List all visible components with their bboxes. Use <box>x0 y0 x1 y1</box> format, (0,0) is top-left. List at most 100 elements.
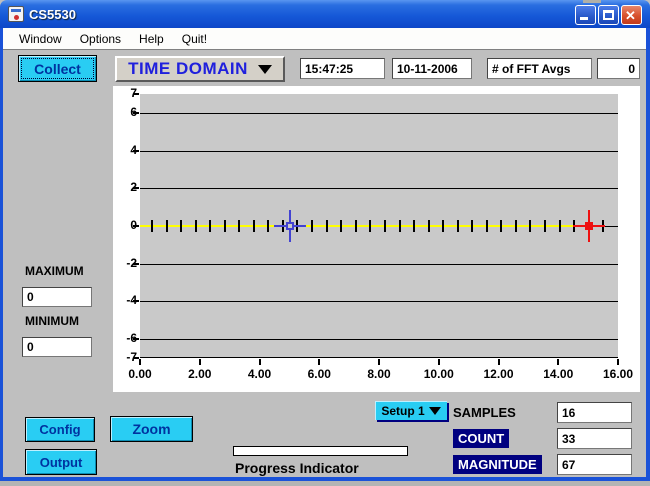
data-point-tick <box>311 220 314 232</box>
y-axis-tick-label: -4 <box>126 293 137 308</box>
y-axis-tick-label: -7 <box>126 350 137 364</box>
data-point-tick <box>150 220 153 232</box>
y-axis-tick <box>133 111 139 114</box>
x-axis-tick <box>318 359 321 365</box>
data-point-tick <box>165 220 168 232</box>
data-point-tick <box>223 220 226 232</box>
y-axis-tick-label: 4 <box>130 142 137 157</box>
x-axis-tick <box>437 359 440 365</box>
setup-selector-dropdown[interactable]: Setup 1 <box>375 401 447 420</box>
data-point-tick <box>383 220 386 232</box>
data-point-tick <box>252 220 255 232</box>
maximum-label: MAXIMUM <box>25 264 84 278</box>
setup-selector-label: Setup 1 <box>381 403 425 418</box>
chevron-down-icon <box>257 64 272 74</box>
x-axis-tick <box>378 359 380 365</box>
x-axis-tick-label: 14.00 <box>543 367 574 381</box>
cursor-1-marker[interactable] <box>285 222 294 230</box>
zoom-button[interactable]: Zoom <box>110 416 193 442</box>
signal-trace <box>140 225 590 227</box>
collect-button[interactable]: Collect <box>18 55 97 82</box>
menu-item-quit[interactable]: Quit! <box>181 31 208 46</box>
maximum-value: 0 <box>22 287 92 307</box>
x-axis-tick-label: 0.00 <box>128 367 152 381</box>
x-axis-tick <box>497 359 500 365</box>
progress-indicator-bar <box>233 446 408 456</box>
data-point-tick <box>209 220 212 232</box>
data-point-tick <box>442 220 445 232</box>
x-axis-tick-label: 2.00 <box>188 367 212 381</box>
y-axis-tick <box>133 93 139 95</box>
fft-avgs-label: # of FFT Avgs <box>487 58 592 79</box>
window-border-left <box>0 28 3 477</box>
window-border-bottom <box>0 477 650 481</box>
data-point-tick <box>427 220 430 232</box>
y-axis-tick <box>133 149 139 152</box>
fft-avgs-input[interactable]: 0 <box>597 58 640 79</box>
maximize-button[interactable] <box>598 5 619 25</box>
x-axis-tick <box>198 359 201 365</box>
magnitude-label: MAGNITUDE <box>453 455 542 474</box>
x-axis-tick-label: 6.00 <box>307 367 331 381</box>
x-axis-tick-label: 10.00 <box>423 367 454 381</box>
x-axis-tick-label: 4.00 <box>247 367 272 381</box>
menu-item-options[interactable]: Options <box>79 31 122 46</box>
gridline <box>140 150 618 152</box>
menu-item-help[interactable]: Help <box>139 31 164 46</box>
menu-item-window[interactable]: Window <box>19 31 62 46</box>
gridline <box>140 188 618 190</box>
gridline <box>140 112 618 114</box>
data-point-tick <box>194 220 197 232</box>
data-point-tick <box>179 220 182 232</box>
data-point-tick <box>471 220 474 232</box>
y-axis-tick-label: 2 <box>130 180 137 195</box>
y-axis-tick <box>133 300 139 303</box>
app-icon <box>8 6 24 22</box>
data-point-tick <box>238 220 241 232</box>
count-value: 33 <box>557 428 632 449</box>
minimum-value: 0 <box>22 337 92 357</box>
minimize-button[interactable] <box>575 5 596 25</box>
output-button[interactable]: Output <box>25 449 97 475</box>
samples-value: 16 <box>557 402 632 423</box>
gridline <box>140 263 618 265</box>
samples-label: SAMPLES <box>453 405 516 420</box>
x-axis-tick <box>557 359 560 365</box>
gridline <box>140 339 618 341</box>
minimum-label: MINIMUM <box>25 314 79 328</box>
x-axis-tick <box>258 359 261 365</box>
cursor-2-marker[interactable] <box>584 222 593 230</box>
y-axis-tick <box>133 225 139 227</box>
y-axis-tick-label: -2 <box>126 255 137 270</box>
count-label: COUNT <box>453 429 510 448</box>
data-point-tick <box>558 220 561 232</box>
mode-selector-label: TIME DOMAIN <box>128 59 248 78</box>
background-window-sliver <box>583 0 601 3</box>
x-axis-tick-label: 12.00 <box>483 367 514 381</box>
desktop-sliver <box>0 481 650 486</box>
data-point-tick <box>340 220 343 232</box>
data-point-tick <box>529 220 532 232</box>
minimize-icon <box>580 17 588 20</box>
progress-indicator-label: Progress Indicator <box>235 460 359 476</box>
y-axis-tick-label: 7 <box>130 86 137 100</box>
window-title: CS5530 <box>29 6 76 22</box>
close-button[interactable]: ✕ <box>621 5 642 25</box>
data-point-tick <box>544 220 547 232</box>
chevron-down-icon <box>428 406 441 415</box>
y-axis-tick <box>133 357 139 359</box>
data-point-tick <box>500 220 503 232</box>
y-axis-tick-label: -6 <box>126 331 137 346</box>
window-border-right <box>646 28 650 477</box>
title-bar[interactable]: CS5530 ✕ <box>0 0 650 28</box>
y-axis-tick-label: 6 <box>130 104 137 119</box>
config-button[interactable]: Config <box>25 417 95 442</box>
data-point-tick <box>267 220 270 232</box>
mode-selector-dropdown[interactable]: TIME DOMAIN <box>115 56 285 82</box>
x-axis-tick-label: 8.00 <box>367 367 391 381</box>
x-axis-tick <box>139 359 141 365</box>
x-axis-tick-label: 16.00 <box>602 367 634 381</box>
data-point-tick <box>485 220 488 232</box>
y-axis-tick <box>133 262 139 265</box>
